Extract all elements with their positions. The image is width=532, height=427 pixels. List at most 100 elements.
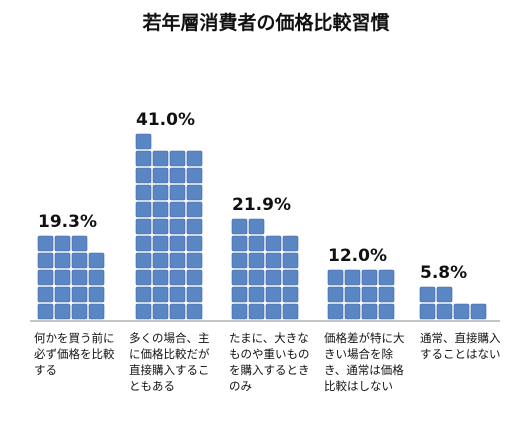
category-label-2: たまに、大きなものや重いものを購入するときのみ (229, 331, 310, 393)
bar-tile (152, 184, 169, 201)
bar-tile (135, 201, 152, 218)
bar-tile (419, 303, 436, 320)
bar-tile (152, 286, 169, 303)
value-label-4: 5.8% (420, 263, 467, 283)
bar-tile (378, 269, 395, 286)
chart-title: 若年層消費者の価格比較習慣 (142, 12, 390, 34)
value-label-1: 41.0% (136, 110, 195, 130)
bar-tile (135, 303, 152, 320)
bar-tile (344, 286, 361, 303)
bar-tile (186, 150, 203, 167)
bar-tile (152, 218, 169, 235)
bar-tile (265, 269, 282, 286)
bar-tile (436, 303, 453, 320)
bar-tile (344, 269, 361, 286)
bar-tile (186, 167, 203, 184)
bar-1 (135, 133, 203, 320)
bar-tile (37, 269, 54, 286)
bar-tile (135, 269, 152, 286)
bar-tile (248, 252, 265, 269)
bar-tile (54, 303, 71, 320)
bar-tile (152, 150, 169, 167)
bar-tile (265, 286, 282, 303)
bar-tile (248, 269, 265, 286)
bar-tile (135, 167, 152, 184)
bar-tile (152, 303, 169, 320)
bar-tile (361, 269, 378, 286)
bar-tile (186, 235, 203, 252)
bar-tile (248, 303, 265, 320)
bar-tile (378, 286, 395, 303)
bar-tile (436, 286, 453, 303)
bar-tile (152, 269, 169, 286)
bar-tile (37, 286, 54, 303)
bar-tile (248, 218, 265, 235)
bar-tile (378, 303, 395, 320)
bar-tile (54, 235, 71, 252)
bar-tile (37, 252, 54, 269)
bar-tile (361, 286, 378, 303)
bar-tile (186, 252, 203, 269)
bar-tile (327, 269, 344, 286)
bar-tile (344, 303, 361, 320)
bar-tile (231, 269, 248, 286)
bar-tile (265, 303, 282, 320)
bar-tile (152, 235, 169, 252)
bar-tile (186, 184, 203, 201)
bar-tile (186, 201, 203, 218)
bar-tile (152, 167, 169, 184)
bar-tile (169, 269, 186, 286)
bar-tile (71, 269, 88, 286)
bar-tile (54, 286, 71, 303)
bar-tile (327, 303, 344, 320)
bar-3 (327, 269, 395, 320)
bar-tile (152, 252, 169, 269)
bar-tile (169, 303, 186, 320)
bar-tile (71, 286, 88, 303)
bar-tile (54, 269, 71, 286)
bar-tile (71, 252, 88, 269)
bar-tile (282, 303, 299, 320)
bar-2 (231, 218, 299, 320)
bar-tile (169, 286, 186, 303)
bar-tile (231, 286, 248, 303)
bar-tile (361, 303, 378, 320)
bar-tile (135, 286, 152, 303)
bar-tile (169, 218, 186, 235)
bar-tile (88, 252, 105, 269)
bar-4 (419, 286, 487, 320)
bar-tile (71, 303, 88, 320)
value-label-2: 21.9% (232, 195, 291, 215)
bar-tile (327, 286, 344, 303)
bar-tile (282, 286, 299, 303)
bar-tile (282, 252, 299, 269)
value-label-3: 12.0% (328, 246, 387, 266)
value-label-0: 19.3% (38, 212, 97, 232)
bar-0 (37, 235, 105, 320)
bar-tile (470, 303, 487, 320)
bar-tile (265, 252, 282, 269)
bar-tile (37, 235, 54, 252)
bar-tile (71, 235, 88, 252)
bar-tile (169, 252, 186, 269)
bar-tile (135, 235, 152, 252)
bar-tile (186, 303, 203, 320)
bar-tile (248, 286, 265, 303)
bar-tile (88, 269, 105, 286)
bar-tile (231, 252, 248, 269)
bar-tile (54, 252, 71, 269)
bar-tile (135, 133, 152, 150)
bar-tile (231, 218, 248, 235)
bar-tile (135, 150, 152, 167)
bar-tile (169, 201, 186, 218)
bar-tile (88, 286, 105, 303)
bar-tile (282, 269, 299, 286)
category-label-4: 通常、直接購入することはない (420, 331, 501, 361)
bar-tile (169, 167, 186, 184)
bar-tile (231, 303, 248, 320)
bar-tile (37, 303, 54, 320)
category-label-1: 多くの場合、主に価格比較だが直接購入することもある (129, 331, 210, 393)
bar-tile (282, 235, 299, 252)
category-label-3: 価格差が特に大きい場合を除き、通常は価格比較はしない (324, 331, 405, 393)
